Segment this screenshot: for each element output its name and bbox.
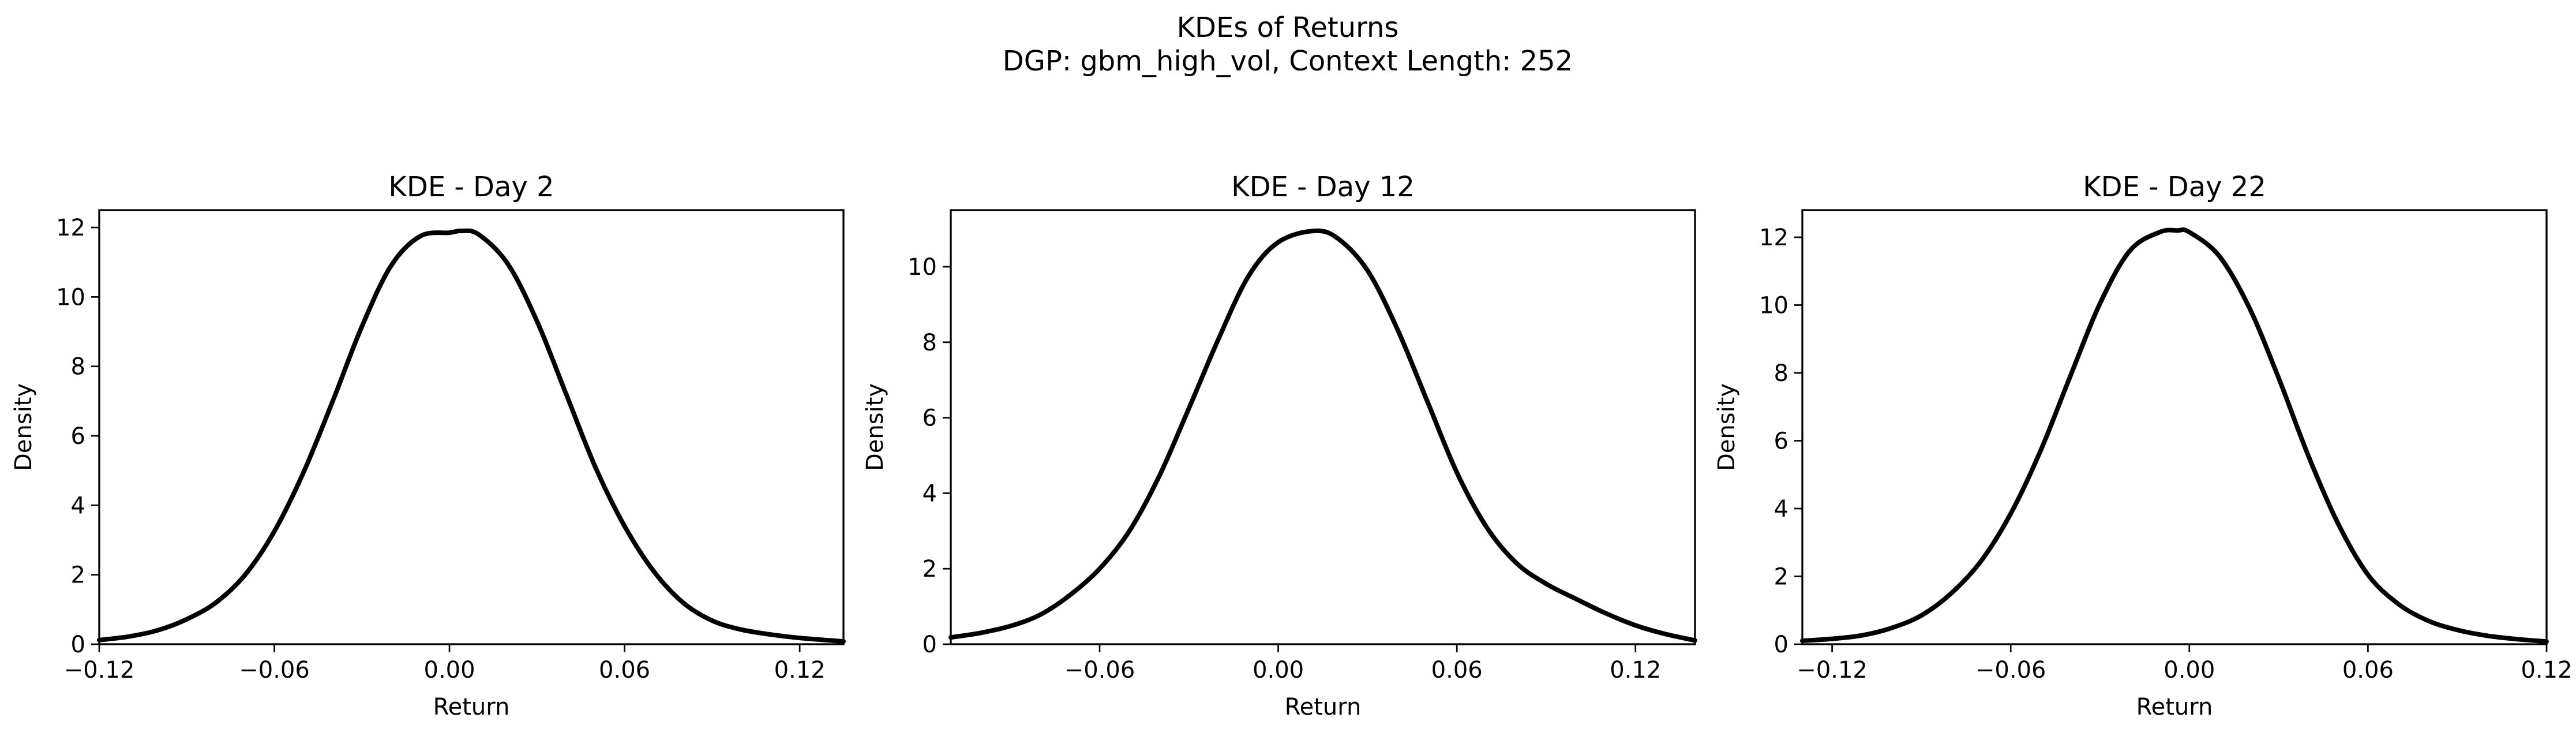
y-tick-label: 8 <box>71 354 85 380</box>
kde-line-2-1 <box>948 228 1697 643</box>
subplot-title: KDE - Day 2 <box>388 171 554 203</box>
y-tick-label: 6 <box>71 423 85 450</box>
y-axis-label: Density <box>10 383 37 471</box>
y-tick-label: 6 <box>923 405 937 432</box>
figure-title: KDEs of Returns <box>1177 12 1399 44</box>
y-tick-label: 2 <box>71 562 85 589</box>
x-tick-label: 0.12 <box>1610 657 1661 683</box>
x-tick-label: 0.12 <box>774 657 826 683</box>
y-tick-label: 4 <box>1774 496 1788 522</box>
subplot-title: KDE - Day 22 <box>2083 171 2266 203</box>
subplot-1: KDE - Day 2 −0.12 −0.06 0.00 0.06 0.12 0 2 4 6 8 10… <box>10 171 846 720</box>
subplot-3: KDE - Day 22 −0.12 −0.06 0.00 0.06 0.12 0 2 4 6 8 1… <box>1713 171 2573 720</box>
x-axis-label: Return <box>2136 694 2213 720</box>
y-axis-label: Density <box>862 383 888 471</box>
x-tick-label: 0.12 <box>2521 657 2572 683</box>
x-tick-label: 0.06 <box>599 657 650 683</box>
x-tick-label: −0.12 <box>64 657 135 683</box>
kde-line-1-1 <box>97 228 846 644</box>
subplot-title: KDE - Day 12 <box>1231 171 1415 203</box>
x-axis-label: Return <box>1285 694 1362 720</box>
y-tick-label: 10 <box>908 254 937 281</box>
y-tick-label: 8 <box>1774 360 1788 387</box>
x-tick-label: 0.00 <box>424 657 475 683</box>
y-tick-label: 4 <box>923 480 937 507</box>
y-tick-label: 12 <box>56 215 85 241</box>
subplots: KDE - Day 2 −0.12 −0.06 0.00 0.06 0.12 0 2 4 6 8 10… <box>10 171 2573 720</box>
y-tick-label: 0 <box>71 632 85 658</box>
y-tick-label: 4 <box>71 492 85 519</box>
x-tick-label: 0.06 <box>1431 657 1483 683</box>
y-tick-label: 12 <box>1759 225 1788 251</box>
y-tick-label: 2 <box>923 556 937 582</box>
figure-subtitle: DGP: gbm_high_vol, Context Length: 252 <box>1003 45 1573 77</box>
y-tick-label: 0 <box>923 632 937 658</box>
x-tick-label: −0.12 <box>1797 657 1868 683</box>
axes-frame <box>1801 209 2548 645</box>
x-tick-label: −0.06 <box>239 657 310 683</box>
y-axis-label: Density <box>1713 383 1740 471</box>
x-axis-label: Return <box>433 694 510 720</box>
y-tick-label: 10 <box>1759 293 1788 319</box>
x-tick-label: −0.06 <box>1064 657 1135 683</box>
y-tick-label: 8 <box>923 330 937 356</box>
y-tick-label: 10 <box>56 284 85 311</box>
y-tick-label: 6 <box>1774 428 1788 455</box>
x-tick-label: 0.00 <box>2163 657 2215 683</box>
axes-frame <box>950 209 1696 645</box>
x-tick-label: 0.06 <box>2342 657 2394 683</box>
kde-line-3-1 <box>1800 227 2549 644</box>
x-tick-label: 0.00 <box>1253 657 1304 683</box>
subplot-2: KDE - Day 12 −0.06 0.00 0.06 0.12 0 2 4 6 8 10 Retu… <box>862 171 1697 720</box>
y-tick-label: 2 <box>1774 564 1788 591</box>
axes-frame <box>98 209 845 645</box>
x-tick-label: −0.06 <box>1975 657 2046 683</box>
y-tick-label: 0 <box>1774 632 1788 658</box>
